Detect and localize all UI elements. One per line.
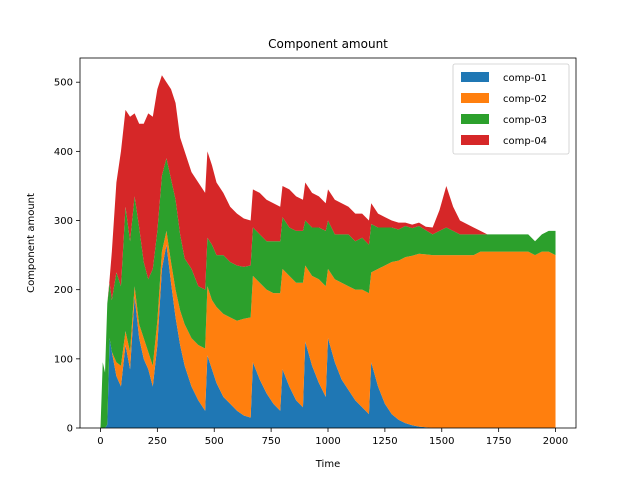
x-tick-label: 250 <box>148 436 167 447</box>
x-axis-label: Time <box>315 459 340 470</box>
x-axis-ticks: 0 250 500 750 1000 1250 1500 1750 2000 <box>97 428 568 447</box>
legend-swatch-comp-02 <box>461 93 489 103</box>
x-tick-label: 1750 <box>486 436 511 447</box>
legend-label-comp-04: comp-04 <box>503 136 547 147</box>
x-tick-label: 500 <box>205 436 224 447</box>
y-tick-label: 400 <box>54 147 73 158</box>
y-tick-label: 500 <box>54 78 73 89</box>
legend-label-comp-01: comp-01 <box>503 73 547 84</box>
legend-label-comp-02: comp-02 <box>503 94 547 105</box>
area-comp-03 <box>100 158 556 428</box>
area-comp-02 <box>100 230 556 428</box>
area-comp-04 <box>100 75 556 428</box>
x-tick-label: 1000 <box>315 436 340 447</box>
x-tick-label: 0 <box>97 436 103 447</box>
area-comp-01 <box>100 244 556 428</box>
area-series-group <box>100 75 556 428</box>
chart-title: Component amount <box>268 37 388 51</box>
y-tick-label: 100 <box>54 354 73 365</box>
y-tick-label: 200 <box>54 285 73 296</box>
legend-swatch-comp-01 <box>461 72 489 82</box>
legend-label-comp-03: comp-03 <box>503 115 547 126</box>
legend-box <box>452 63 570 155</box>
legend: comp-01 comp-02 comp-03 comp-04 <box>452 63 570 155</box>
y-axis-label: Component amount <box>26 193 37 293</box>
x-tick-label: 1500 <box>429 436 454 447</box>
y-tick-label: 0 <box>67 424 73 435</box>
y-tick-label: 300 <box>54 216 73 227</box>
x-tick-label: 2000 <box>543 436 568 447</box>
x-tick-label: 750 <box>262 436 281 447</box>
x-tick-label: 1250 <box>372 436 397 447</box>
legend-swatch-comp-03 <box>461 114 489 124</box>
legend-swatch-comp-04 <box>461 135 489 145</box>
y-axis-ticks: 0 100 200 300 400 500 <box>54 78 80 435</box>
